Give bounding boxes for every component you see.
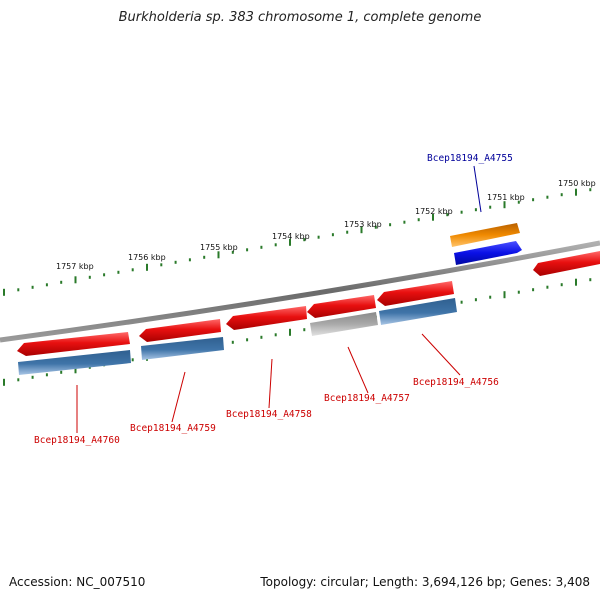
cds-feature-grey[interactable] <box>310 312 378 336</box>
gene-label-reverse[interactable]: Bcep18194_A4759 <box>130 423 216 434</box>
kbp-label: 1754 kbp <box>272 232 310 241</box>
gene-feature-steelblue[interactable] <box>141 337 224 360</box>
gene-labels: Bcep18194_A4755 Bcep18194_A4756 Bcep1819… <box>34 153 513 446</box>
cds-feature-red[interactable] <box>377 281 454 306</box>
kbp-label: 1752 kbp <box>415 207 453 216</box>
kbp-label: 1753 kbp <box>344 220 382 229</box>
kbp-label: 1756 kbp <box>128 253 166 262</box>
cds-feature-red[interactable] <box>226 306 307 330</box>
outer-tick-row <box>3 188 592 296</box>
accession-text: Accession: NC_007510 <box>9 575 146 589</box>
cds-feature-red[interactable] <box>533 251 600 276</box>
forward-strand-features <box>450 223 600 276</box>
topology-text: Topology: circular; Length: 3,694,126 bp… <box>260 575 590 589</box>
kbp-label: 1757 kbp <box>56 262 94 271</box>
gene-feature-blue[interactable] <box>454 241 522 265</box>
kbp-label: 1755 kbp <box>200 243 238 252</box>
gene-label-reverse[interactable]: Bcep18194_A4757 <box>324 393 410 404</box>
kbp-label: 1751 kbp <box>487 193 525 202</box>
cds-feature-red[interactable] <box>17 332 130 356</box>
cds-feature-orange[interactable] <box>450 223 520 247</box>
reverse-strand-features <box>17 281 457 375</box>
kbp-labels: 1750 kbp 1751 kbp 1752 kbp 1753 kbp 1754… <box>56 179 596 271</box>
cds-feature-red[interactable] <box>139 319 221 342</box>
kbp-label: 1750 kbp <box>558 179 596 188</box>
gene-feature-steelblue[interactable] <box>379 298 457 325</box>
gene-label-reverse[interactable]: Bcep18194_A4756 <box>413 377 499 388</box>
chromosome-backbone <box>0 240 600 343</box>
callout-lines <box>76 165 482 433</box>
map-title: Burkholderia sp. 383 chromosome 1, compl… <box>118 10 482 25</box>
gene-feature-steelblue[interactable] <box>18 350 131 375</box>
cds-feature-red[interactable] <box>307 295 376 318</box>
gene-label-forward[interactable]: Bcep18194_A4755 <box>427 153 513 164</box>
gene-label-reverse[interactable]: Bcep18194_A4758 <box>226 409 312 420</box>
gene-label-reverse[interactable]: Bcep18194_A4760 <box>34 435 120 446</box>
